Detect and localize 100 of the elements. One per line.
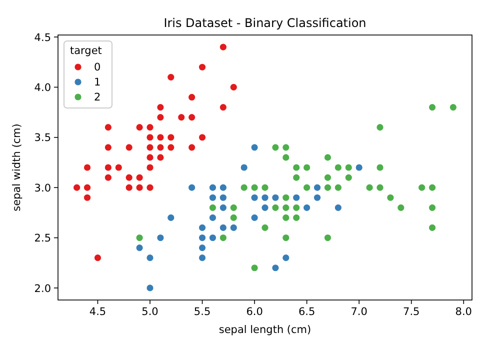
point: [136, 174, 144, 182]
point: [324, 174, 332, 182]
y-tick-label: 4.5: [34, 32, 51, 44]
point: [292, 204, 300, 212]
x-axis-title: sepal length (cm): [218, 324, 312, 336]
x-tick-label: 6.5: [298, 306, 316, 318]
point: [272, 204, 280, 212]
y-tick-label: 3.5: [34, 132, 51, 144]
legend-label: 2: [94, 92, 101, 104]
point: [167, 133, 175, 142]
point: [282, 144, 290, 152]
y-tick-label: 3.0: [34, 182, 51, 194]
point: [230, 83, 238, 92]
x-tick-label: 7.0: [350, 306, 368, 318]
point: [397, 204, 405, 212]
point: [146, 144, 154, 152]
y-axis-title: sepal width (cm): [11, 124, 23, 212]
point: [188, 144, 196, 152]
point: [198, 133, 206, 142]
point: [146, 154, 154, 162]
point: [136, 184, 144, 192]
point: [198, 224, 206, 232]
point: [167, 144, 175, 152]
point: [219, 224, 228, 232]
point: [240, 164, 248, 172]
point: [146, 123, 154, 132]
point: [156, 113, 164, 122]
point: [272, 144, 280, 152]
point: [376, 164, 384, 172]
point: [156, 234, 164, 242]
x-tick-label: 4.5: [89, 306, 106, 318]
point: [282, 154, 290, 162]
point: [219, 103, 228, 112]
legend-label: 1: [94, 76, 101, 88]
legend-label: 0: [94, 62, 101, 74]
point: [136, 244, 144, 252]
point: [146, 133, 154, 142]
x-tick-label: 6.0: [246, 306, 263, 318]
point: [250, 194, 258, 202]
point: [334, 164, 342, 172]
point: [104, 174, 112, 182]
point: [313, 194, 322, 202]
point: [198, 244, 206, 252]
point: [136, 234, 144, 242]
point: [208, 234, 217, 242]
point: [250, 184, 258, 192]
point: [428, 184, 436, 192]
point: [219, 184, 228, 192]
point: [261, 184, 269, 192]
point: [355, 164, 363, 172]
point: [219, 194, 228, 202]
point: [125, 174, 133, 182]
point: [167, 214, 175, 222]
point: [261, 224, 269, 232]
point: [208, 184, 217, 192]
point: [219, 234, 228, 242]
point: [104, 123, 112, 132]
legend-title: target: [70, 45, 102, 57]
point: [177, 113, 186, 122]
point: [418, 184, 426, 192]
chart-title: Iris Dataset - Binary Classification: [164, 16, 366, 30]
point: [282, 194, 290, 202]
point: [449, 103, 458, 112]
point: [282, 254, 290, 262]
point: [261, 204, 269, 212]
point: [198, 63, 206, 72]
point: [313, 184, 322, 192]
point: [146, 284, 154, 292]
point: [188, 113, 196, 122]
point: [125, 184, 133, 192]
point: [334, 184, 342, 192]
x-tick-label: 8.0: [455, 306, 472, 318]
point: [198, 234, 206, 242]
point: [272, 264, 280, 272]
point: [188, 93, 196, 102]
x-tick-label: 7.5: [403, 306, 420, 318]
point: [104, 164, 112, 172]
point: [83, 194, 92, 202]
point: [292, 174, 300, 182]
point: [272, 194, 280, 202]
point: [94, 254, 102, 262]
point: [261, 194, 269, 202]
point: [250, 144, 258, 152]
point: [302, 204, 311, 212]
point: [324, 154, 332, 162]
point: [302, 164, 311, 172]
point: [125, 144, 133, 152]
x-tick-label: 5.0: [142, 306, 158, 318]
point: [219, 43, 228, 51]
point: [302, 184, 311, 192]
point: [83, 164, 92, 172]
point: [282, 214, 290, 222]
point: [376, 123, 384, 132]
point: [230, 204, 238, 212]
point: [136, 123, 144, 132]
point: [156, 154, 164, 162]
point: [146, 184, 154, 192]
point: [366, 184, 374, 192]
point: [230, 214, 238, 222]
point: [376, 184, 384, 192]
